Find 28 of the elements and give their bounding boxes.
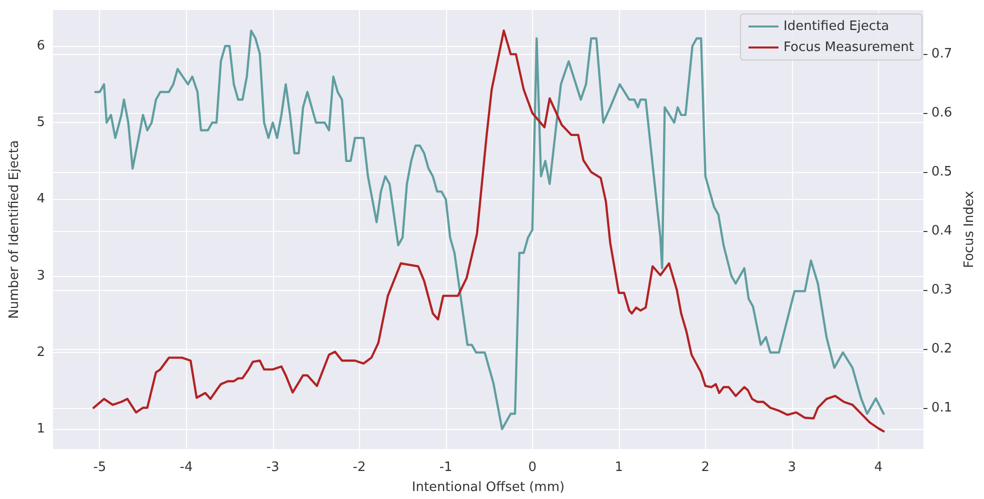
x-tick-label: 1 [614, 460, 624, 475]
x-tick-label: -1 [439, 460, 452, 475]
y-tick-label: 3 [36, 268, 45, 284]
y2-tick-label: 0.3 [931, 282, 952, 298]
x-tick-label: 2 [701, 460, 710, 475]
x-tick-label: -4 [180, 460, 193, 475]
x-tick-label: -3 [266, 460, 280, 475]
x-tick-label: 3 [788, 460, 796, 475]
y-axis-title: Number of Identified Ejecta [7, 140, 22, 319]
y2-tick-label: 0.1 [931, 400, 952, 416]
y2-tick-label: 0.7 [931, 46, 952, 62]
y2-axis-title: Focus Index [962, 190, 977, 268]
y-tick-label: 1 [36, 422, 45, 437]
y2-tick-label: 0.2 [931, 341, 952, 356]
x-tick-label: -5 [93, 460, 106, 475]
x-tick-label: -2 [352, 460, 366, 475]
x-axis-title: Intentional Offset (mm) [412, 480, 565, 495]
y-tick-label: 4 [36, 192, 45, 207]
y-tick-label: 6 [36, 38, 45, 54]
y-tick-label: 5 [36, 115, 45, 130]
x-tick-label: 4 [874, 460, 883, 475]
y2-tick-label: 0.4 [931, 223, 952, 238]
legend-label: Identified Ejecta [783, 19, 890, 34]
y-tick-label: 2 [36, 344, 45, 360]
y2-tick-label: 0.5 [931, 164, 952, 180]
legend-label: Focus Measurement [783, 40, 914, 55]
x-tick-label: 0 [528, 460, 536, 475]
y2-tick-label: 0.6 [931, 106, 952, 121]
